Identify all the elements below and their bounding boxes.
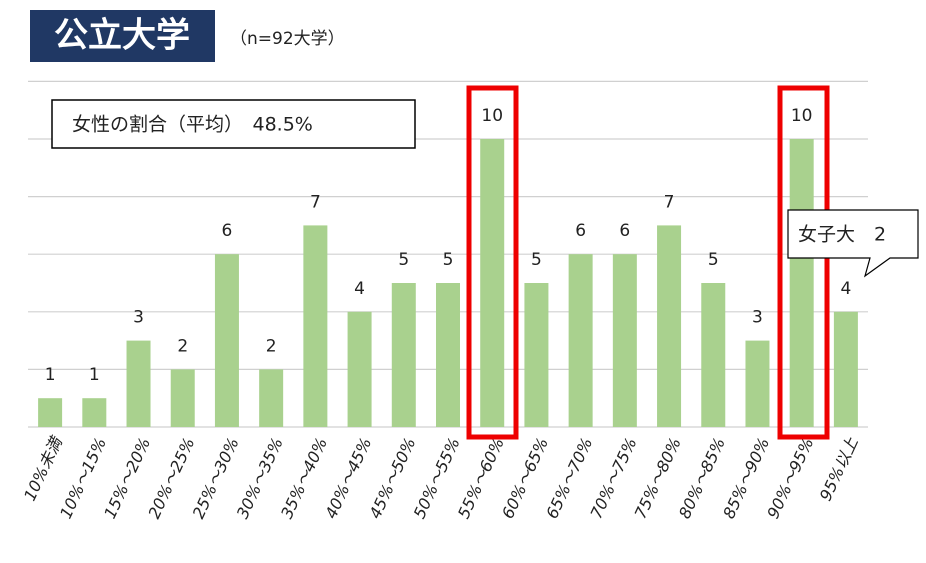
value-label: 5	[708, 250, 719, 270]
value-label: 5	[398, 250, 409, 270]
bar	[789, 139, 814, 427]
value-label: 4	[840, 279, 851, 299]
bar	[701, 283, 726, 427]
chart-title: 公立大学	[54, 16, 190, 56]
bar	[259, 369, 284, 427]
bar	[745, 340, 770, 427]
highlight	[466, 85, 519, 440]
bar	[214, 254, 239, 427]
bar	[391, 283, 416, 427]
annotation: 女性の割合（平均） 48.5%	[72, 114, 313, 136]
bar	[347, 311, 372, 427]
bar	[303, 225, 328, 427]
bar	[436, 283, 460, 427]
value-label: 2	[266, 336, 277, 356]
bar	[612, 254, 637, 427]
value-label: 6	[222, 221, 233, 241]
highlight	[777, 85, 830, 440]
value-label: 1	[45, 365, 56, 385]
x-tick-label: 10%未満	[20, 433, 67, 504]
callout-box	[787, 209, 919, 278]
value-label: 3	[133, 308, 144, 328]
value-label: 7	[310, 192, 321, 212]
value-label: 5	[531, 250, 542, 270]
annotation-box	[51, 99, 416, 149]
bar	[480, 139, 505, 427]
title-box	[30, 10, 215, 62]
value-label: 2	[177, 336, 188, 356]
value-label: 4	[354, 279, 365, 299]
value-label: 6	[575, 221, 586, 241]
value-label: 10	[481, 106, 503, 126]
bar	[170, 369, 195, 427]
bar	[82, 398, 107, 427]
bar	[568, 254, 593, 427]
value-label: 6	[619, 221, 630, 241]
bar	[833, 311, 858, 427]
x-tick-label: 90%～95%	[763, 435, 817, 522]
chart-subtitle: （n=92大学）	[230, 29, 345, 49]
bar	[657, 225, 682, 427]
x-tick-label: 95%以上	[816, 434, 862, 504]
value-label: 1	[89, 365, 100, 385]
value-label: 3	[752, 308, 763, 328]
callout: 女子大 2	[798, 224, 886, 246]
bar	[126, 340, 151, 427]
value-label: 7	[664, 192, 675, 212]
value-label: 10	[791, 106, 813, 126]
value-label: 5	[443, 250, 454, 270]
bar	[524, 283, 549, 427]
bar	[38, 398, 63, 427]
